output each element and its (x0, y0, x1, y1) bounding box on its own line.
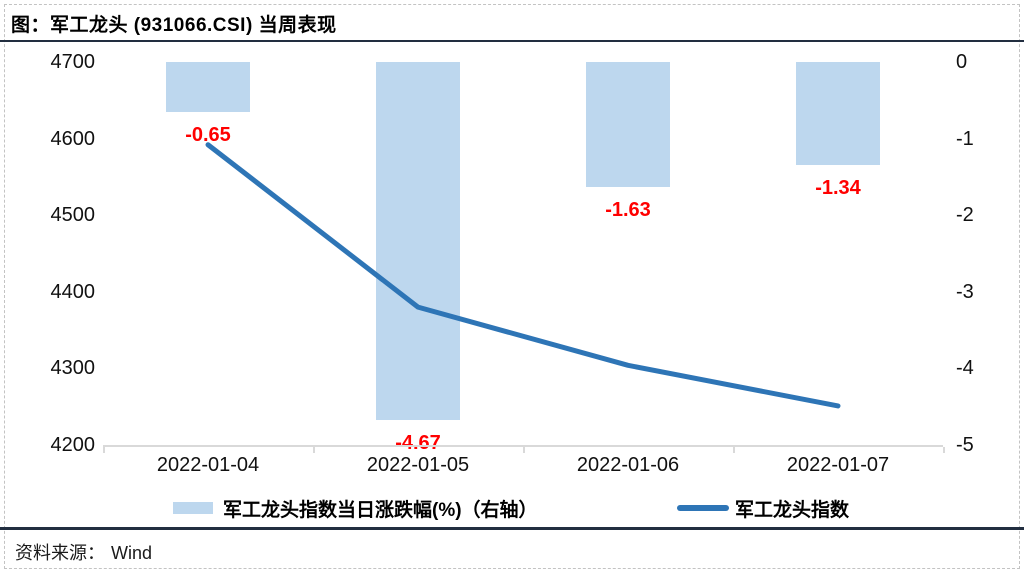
bar-series-swatch-icon (173, 502, 213, 514)
index-line-series (205, 142, 841, 409)
legend-label-line-series: 军工龙头指数 (735, 499, 850, 521)
x-axis-category-label: 2022-01-07 (786, 454, 890, 476)
legend-label-bar-series: 军工龙头指数当日涨跌幅(%)（右轴） (223, 499, 538, 521)
x-axis-tick-mark (943, 447, 945, 453)
source-value: Wind (111, 543, 153, 563)
x-axis-line (103, 445, 943, 447)
right-axis-tick-label: 0 (956, 51, 968, 73)
x-axis-tick-mark (313, 447, 315, 453)
left-axis-tick-label: 4700 (50, 51, 96, 73)
left-axis-tick-label: 4300 (50, 357, 96, 380)
x-axis-category-label: 2022-01-04 (156, 454, 260, 476)
bar-data-label: -1.63 (605, 198, 651, 221)
chart-title: 图：军工龙头 (931066.CSI) 当周表现 (11, 15, 337, 36)
bar-data-label: -1.34 (815, 176, 861, 199)
right-axis-tick-label: -3 (956, 280, 974, 303)
title-divider (0, 40, 1024, 42)
right-axis-tick-label: -4 (956, 357, 974, 380)
left-axis-tick-label: 4600 (50, 127, 96, 150)
index-line-path (205, 142, 841, 409)
x-axis-category-label: 2022-01-06 (576, 454, 680, 476)
bar-2022-01-06 (586, 62, 670, 187)
right-axis-tick-label: -5 (956, 434, 974, 456)
left-axis-tick-label: 4400 (50, 280, 96, 303)
x-axis-category-label: 2022-01-05 (366, 454, 470, 476)
bar-data-label: -0.65 (185, 123, 231, 146)
line-series-swatch-icon (677, 505, 729, 511)
bar-2022-01-04 (166, 62, 250, 112)
bar-data-label: -4.67 (395, 431, 441, 454)
bar-2022-01-05 (376, 62, 460, 420)
footer-divider (0, 527, 1024, 530)
x-axis-tick-mark (733, 447, 735, 453)
source-label: 资料来源： (15, 543, 105, 563)
x-axis-tick-mark (523, 447, 525, 453)
right-axis-tick-label: -2 (956, 204, 974, 227)
legend-item-line-series: 军工龙头指数 (677, 497, 850, 521)
x-axis-tick-mark (103, 447, 105, 453)
legend-item-bar-series: 军工龙头指数当日涨跌幅(%)（右轴） (173, 497, 538, 521)
left-axis-tick-label: 4200 (50, 434, 96, 456)
left-axis-tick-label: 4500 (50, 204, 96, 227)
bar-2022-01-07 (796, 62, 880, 165)
source-note: 资料来源： Wind (15, 539, 152, 565)
right-axis-tick-label: -1 (956, 127, 974, 150)
